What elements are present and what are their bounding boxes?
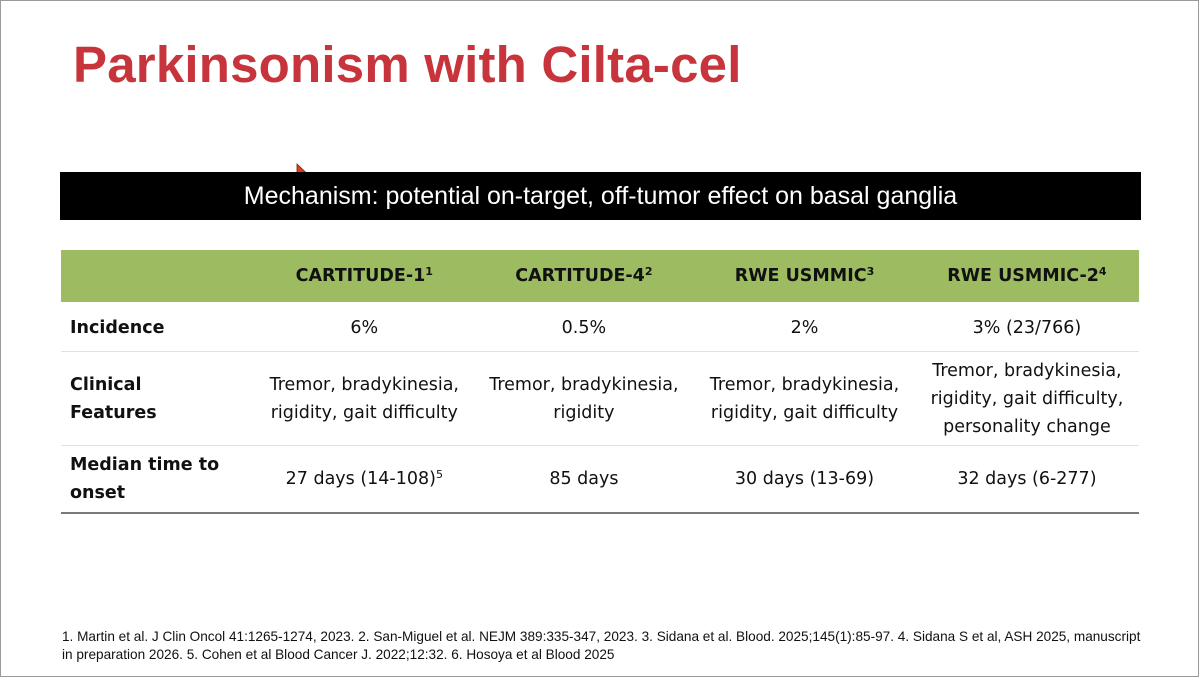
table-cell: Tremor, bradykinesia, rigidity, gait dif… (694, 351, 915, 446)
header-label: RWE USMMIC-2 (947, 266, 1099, 286)
table-cell: 32 days (6-277) (914, 445, 1139, 514)
row-label-clinical-features: Clinical Features (61, 351, 255, 446)
header-rwe-usmmic-2: RWE USMMIC-24 (914, 250, 1139, 304)
table-cell: 0.5% (473, 303, 695, 352)
header-cartitude-4: CARTITUDE-42 (473, 250, 695, 304)
header-ref: 3 (866, 265, 875, 278)
header-rwe-usmmic: RWE USMMIC3 (694, 250, 915, 304)
table-row: Median time to onset 27 days (14-108)5 8… (61, 445, 1139, 514)
row-label-incidence: Incidence (61, 303, 255, 352)
table-cell: 2% (694, 303, 915, 352)
row-label-median-time: Median time to onset (61, 445, 255, 514)
references-footnote: 1. Martin et al. J Clin Oncol 41:1265-12… (62, 629, 1141, 662)
table-cell: 27 days (14-108)5 (254, 445, 474, 514)
header-label: CARTITUDE-4 (515, 266, 645, 286)
mechanism-banner: Mechanism: potential on-target, off-tumo… (60, 172, 1141, 220)
mechanism-text: Mechanism: potential on-target, off-tumo… (243, 181, 958, 210)
header-cartitude-1: CARTITUDE-11 (254, 250, 474, 304)
table-cell: Tremor, bradykinesia, rigidity, gait dif… (914, 351, 1139, 446)
table-cell: 6% (254, 303, 474, 352)
header-label: CARTITUDE-1 (295, 266, 426, 286)
header-ref: 2 (644, 265, 653, 278)
header-ref: 1 (425, 265, 433, 278)
table-row: Clinical Features Tremor, bradykinesia, … (61, 351, 1139, 446)
cell-ref: 5 (435, 468, 443, 481)
parkinsonism-table: CARTITUDE-11 CARTITUDE-42 RWE USMMIC3 RW… (61, 250, 1139, 514)
table-cell: Tremor, bradykinesia, rigidity, gait dif… (254, 351, 474, 446)
table-cell: 85 days (473, 445, 695, 514)
slide-title: Parkinsonism with Cilta-cel (73, 36, 742, 93)
table-cell: Tremor, bradykinesia, rigidity (473, 351, 695, 446)
header-label: RWE USMMIC (734, 266, 867, 286)
table-header-row: CARTITUDE-11 CARTITUDE-42 RWE USMMIC3 RW… (61, 250, 1139, 304)
header-empty-cell (61, 250, 255, 304)
table-cell: 30 days (13-69) (694, 445, 915, 514)
table-cell: 3% (23/766) (914, 303, 1139, 352)
cell-text: 27 days (14-108) (285, 469, 436, 489)
table-row: Incidence 6% 0.5% 2% 3% (23/766) (61, 303, 1139, 352)
header-ref: 4 (1098, 265, 1107, 278)
